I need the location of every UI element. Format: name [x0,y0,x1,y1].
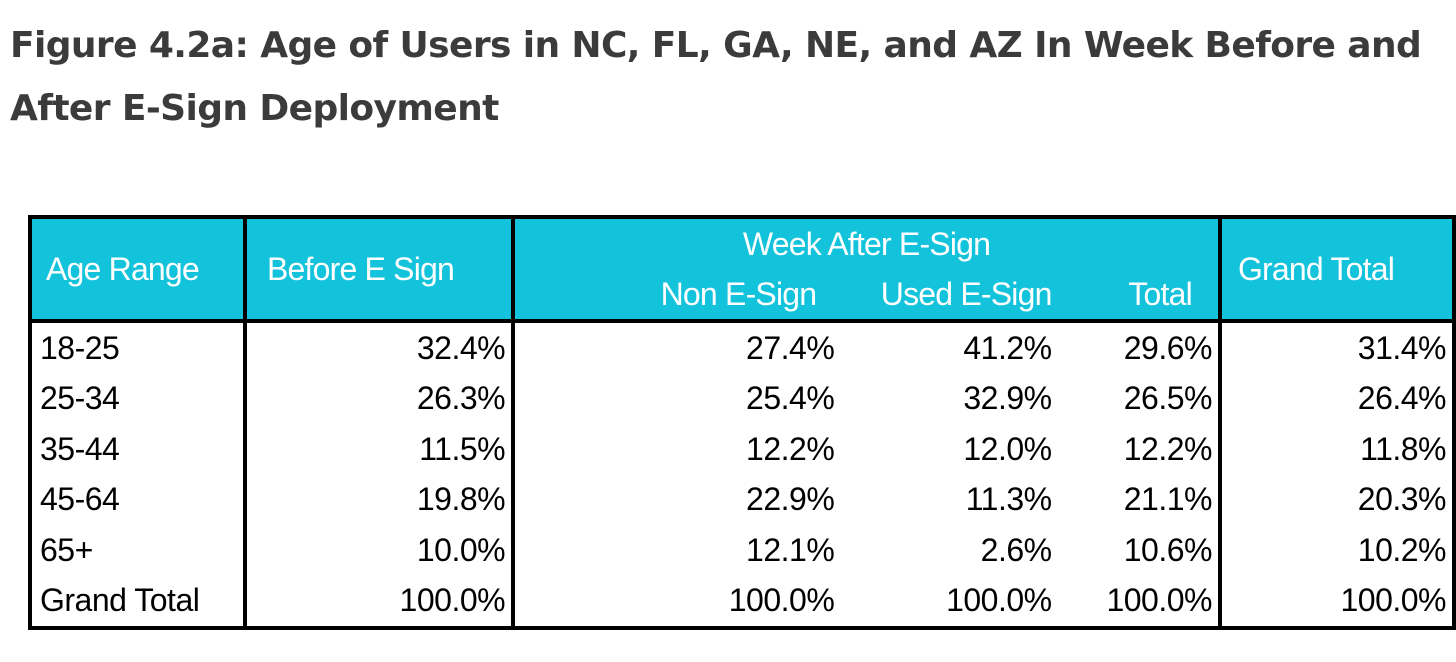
table-row: 65+ 10.0% 12.1% 2.6% 10.6% 10.2% [30,525,1454,576]
cell-total: 100.0% [1057,575,1222,628]
cell-grand-total: 100.0% [1340,582,1446,619]
cell-grand-total: 26.4% [1357,380,1447,417]
cell-used-e-sign: 41.2% [840,319,1058,374]
cell-grand-total: 10.2% [1357,531,1447,568]
table-row: Grand Total 100.0% 100.0% 100.0% 100.0% 100.0… [30,575,1454,628]
cell-total: 26.5% [1057,373,1222,424]
cell-used-e-sign: 32.9% [963,380,1052,417]
cell-before-e-sign: 19.8% [244,474,516,525]
header-before-e-sign: Before E Sign [244,217,516,321]
header-non-e-sign: Non E-Sign [513,269,841,321]
cell-used-e-sign: 11.3% [965,481,1052,518]
table-row: 35-44 11.5% 12.2% 12.0% 12.2% 11.8% [30,424,1454,475]
cell-age-range: 45-64 [30,474,247,525]
cell-used-e-sign: 12.0% [963,430,1052,467]
cell-before-e-sign: 10.0% [244,525,516,576]
cell-age-range: Grand Total [30,575,247,628]
table-row: 25-34 26.3% 25.4% 32.9% 26.5% 26.4% [30,373,1454,424]
header-age-range: Age Range [30,217,247,321]
header-total: Total [1057,269,1222,321]
cell-age-range: 35-44 [30,424,247,475]
header-week-after-e-sign: Week After E-Sign [513,217,1222,269]
cell-non-e-sign: 100.0% [728,582,835,619]
cell-used-e-sign: 2.6% [980,531,1052,568]
cell-age-range: 65+ [30,525,247,576]
cell-age-range: 18-25 [30,319,247,374]
cell-before-e-sign: 11.5% [244,424,516,475]
cell-before-e-sign: 26.3% [244,373,516,424]
cell-used-e-sign: 100.0% [946,582,1052,619]
cell-total: 29.6% [1057,319,1222,374]
header-grand-total: Grand Total [1219,217,1454,321]
cell-grand-total: 31.4% [1219,319,1454,374]
cell-total: 21.1% [1057,474,1222,525]
table-body: 18-25 32.4% 27.4% 41.2% 29.6% 31.4% 25-34 26.3%… [30,319,1454,628]
figure-title: Figure 4.2a: Age of Users in NC, FL, GA,… [10,25,1422,129]
cell-non-e-sign: 12.2% [746,430,835,467]
cell-age-range: 25-34 [30,373,247,424]
table-container: Age Range Before E Sign Week After E-Sig… [28,215,1456,630]
age-users-table: Age Range Before E Sign Week After E-Sig… [28,215,1456,630]
cell-total: 10.6% [1057,525,1222,576]
cell-before-e-sign: 100.0% [244,575,516,628]
cell-total: 12.2% [1057,424,1222,475]
cell-non-e-sign: 12.1% [746,531,835,568]
table-row: 18-25 32.4% 27.4% 41.2% 29.6% 31.4% [30,319,1454,374]
header-used-e-sign: Used E-Sign [840,269,1058,321]
cell-grand-total: 11.8% [1360,430,1446,467]
cell-non-e-sign: 27.4% [513,319,841,374]
cell-before-e-sign: 32.4% [244,319,516,374]
cell-grand-total: 20.3% [1357,481,1447,518]
table-row: 45-64 19.8% 22.9% 11.3% 21.1% 20.3% [30,474,1454,525]
cell-non-e-sign: 22.9% [746,481,835,518]
cell-non-e-sign: 25.4% [746,380,835,417]
